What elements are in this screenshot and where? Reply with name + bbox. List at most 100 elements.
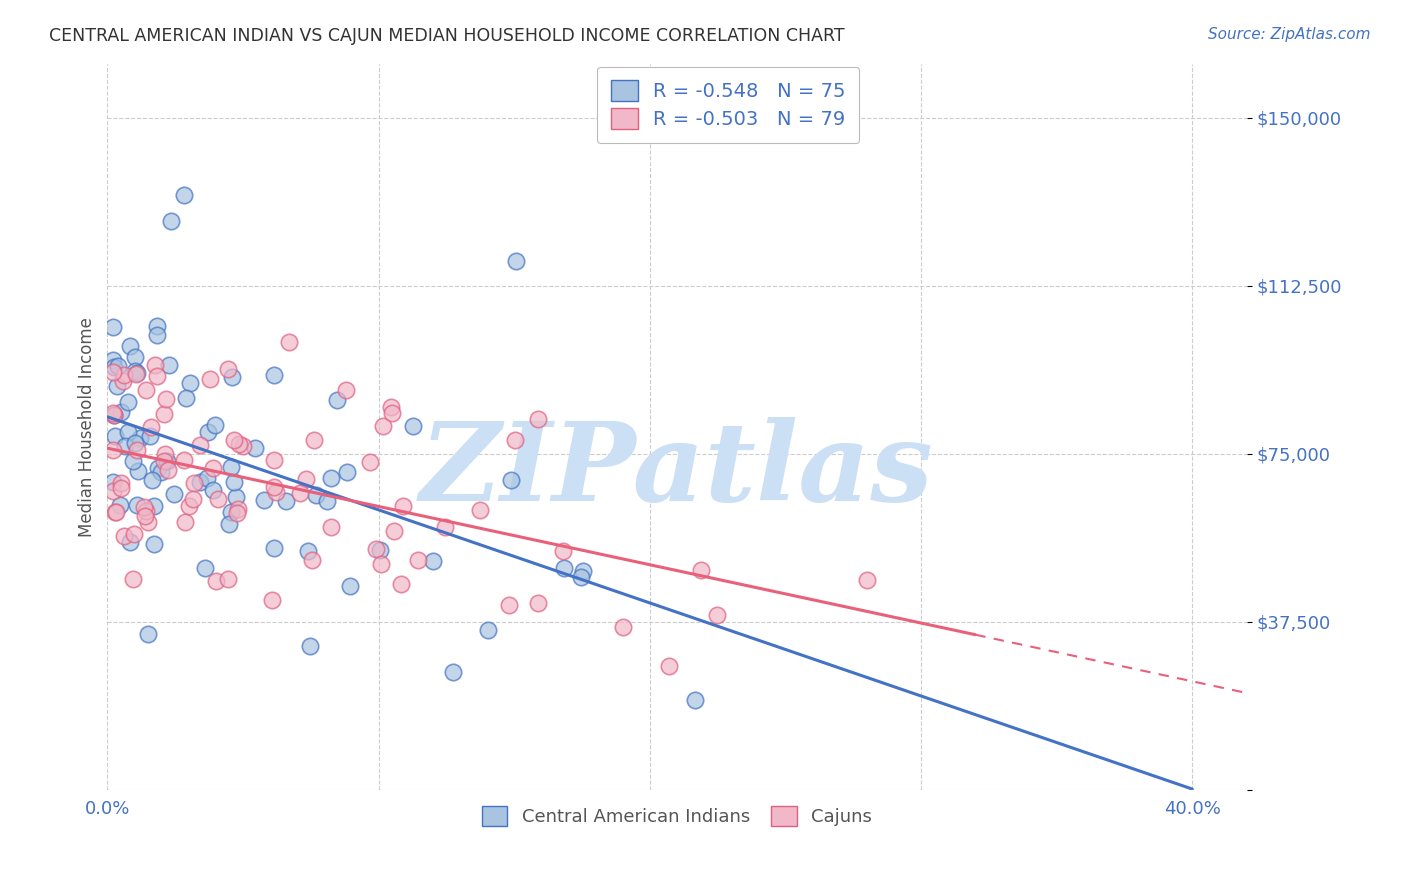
Point (526, 412, 548, 426)
Point (302, 434, 325, 448)
Point (135, 504, 157, 518)
Point (112, 374, 135, 388)
Point (146, 369, 169, 384)
Point (183, 475, 205, 490)
Point (263, 453, 285, 467)
Point (134, 500, 156, 515)
Point (101, 406, 124, 420)
Point (155, 392, 177, 407)
Point (477, 623, 499, 637)
Point (157, 463, 180, 477)
Point (124, 350, 146, 364)
Point (359, 455, 381, 469)
Point (120, 339, 142, 353)
Point (134, 509, 156, 524)
Point (224, 434, 246, 448)
Point (301, 553, 323, 567)
Point (124, 363, 146, 377)
Point (195, 471, 218, 485)
Point (124, 526, 146, 541)
Legend: Central American Indians, Cajuns: Central American Indians, Cajuns (472, 797, 882, 835)
Point (174, 392, 197, 406)
Point (153, 407, 176, 421)
Point (188, 475, 211, 489)
Text: ZIPatlas: ZIPatlas (420, 417, 934, 524)
Point (319, 520, 342, 534)
Point (163, 487, 186, 501)
Point (571, 564, 593, 578)
Point (553, 560, 575, 574)
Point (107, 359, 129, 374)
Point (339, 579, 361, 593)
Point (856, 573, 879, 587)
Point (121, 454, 143, 468)
Point (288, 486, 311, 500)
Point (173, 188, 195, 202)
Point (274, 493, 297, 508)
Point (110, 475, 132, 490)
Point (217, 572, 239, 586)
Point (226, 507, 249, 521)
Point (153, 447, 176, 461)
Point (371, 419, 394, 434)
Point (136, 627, 159, 641)
Point (112, 368, 135, 382)
Point (402, 419, 425, 434)
Point (325, 392, 347, 407)
Point (263, 368, 285, 383)
Point (125, 499, 148, 513)
Point (101, 352, 124, 367)
Point (658, 658, 681, 673)
Point (128, 431, 150, 445)
Point (104, 505, 127, 519)
Point (232, 439, 254, 453)
Point (389, 577, 412, 591)
Point (297, 544, 319, 558)
Y-axis label: Median Household Income: Median Household Income (79, 317, 96, 537)
Point (381, 406, 404, 420)
Point (101, 484, 124, 499)
Point (127, 366, 149, 380)
Point (218, 516, 240, 531)
Point (264, 485, 287, 500)
Point (103, 408, 125, 422)
Point (136, 516, 159, 530)
Point (305, 488, 328, 502)
Point (145, 318, 167, 333)
Point (243, 441, 266, 455)
Point (612, 620, 634, 634)
Point (120, 534, 142, 549)
Point (179, 376, 201, 390)
Point (173, 515, 195, 529)
Point (690, 563, 713, 577)
Point (226, 502, 249, 516)
Point (380, 400, 402, 414)
Point (219, 505, 242, 519)
Point (139, 428, 162, 442)
Point (406, 553, 429, 567)
Point (225, 490, 247, 504)
Point (149, 465, 172, 479)
Point (202, 483, 225, 498)
Point (112, 529, 135, 543)
Point (104, 429, 127, 443)
Point (117, 395, 139, 409)
Text: Source: ZipAtlas.com: Source: ZipAtlas.com (1208, 27, 1371, 42)
Point (101, 443, 124, 458)
Point (228, 437, 250, 451)
Point (124, 435, 146, 450)
Point (221, 370, 243, 384)
Point (370, 557, 392, 571)
Point (498, 598, 520, 612)
Point (499, 474, 522, 488)
Point (526, 596, 548, 610)
Point (105, 379, 128, 393)
Point (295, 472, 318, 486)
Point (139, 420, 162, 434)
Point (101, 365, 124, 379)
Point (143, 536, 166, 550)
Point (706, 608, 728, 623)
Point (145, 328, 167, 343)
Point (321, 471, 343, 485)
Point (143, 359, 166, 373)
